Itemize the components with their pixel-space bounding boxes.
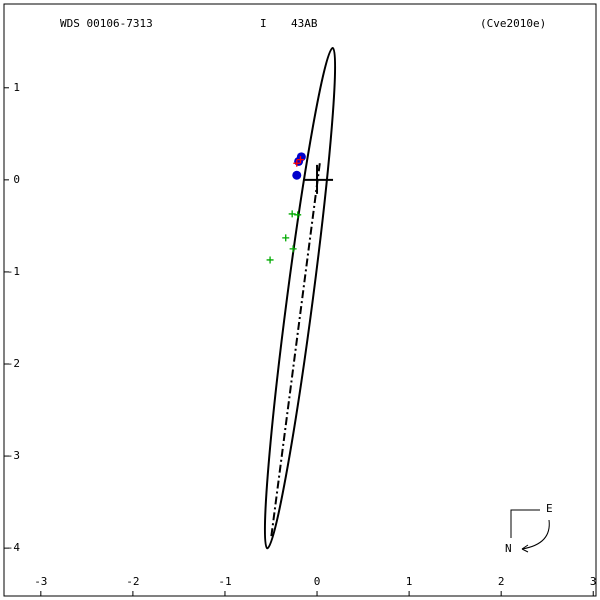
compass: E N xyxy=(505,502,553,555)
x-tick-label: 0 xyxy=(314,575,321,588)
compass-axes xyxy=(510,509,540,538)
observation-cross xyxy=(296,156,304,164)
observation-cross xyxy=(282,234,290,242)
x-tick-label: 3 xyxy=(590,575,597,588)
x-tick-label: -1 xyxy=(218,575,231,588)
y-tick-label: -1 xyxy=(7,265,20,278)
x-tick-label: 1 xyxy=(406,575,413,588)
y-tick-label: 0 xyxy=(13,173,20,186)
header-component: 43AB xyxy=(291,17,318,30)
observation-cross xyxy=(289,245,297,253)
header-reference: (Cve2010e) xyxy=(480,17,546,30)
header-grade: I xyxy=(260,17,267,30)
x-tick-label: -3 xyxy=(34,575,47,588)
observation-cross xyxy=(293,159,301,167)
observation-dot xyxy=(294,156,304,166)
y-tick-label: 1 xyxy=(13,81,20,94)
observation-cross xyxy=(288,210,296,218)
observation-cross xyxy=(266,256,274,264)
frame xyxy=(3,3,597,597)
compass-arrow xyxy=(521,519,550,550)
compass-north: N xyxy=(505,542,512,555)
header-id: WDS 00106-7313 xyxy=(60,17,153,30)
primary-star xyxy=(303,164,334,194)
compass-arrowhead xyxy=(521,544,529,553)
orbit xyxy=(263,47,337,550)
y-tick-label: -4 xyxy=(7,541,21,554)
x-tick-label: 2 xyxy=(498,575,505,588)
y-tick-label: -2 xyxy=(7,357,20,370)
observation-dot xyxy=(292,170,302,180)
line-of-nodes xyxy=(270,163,321,540)
y-tick-label: -3 xyxy=(7,449,20,462)
compass-east: E xyxy=(546,502,553,515)
x-tick-label: -2 xyxy=(126,575,139,588)
observation-cross xyxy=(294,211,302,219)
